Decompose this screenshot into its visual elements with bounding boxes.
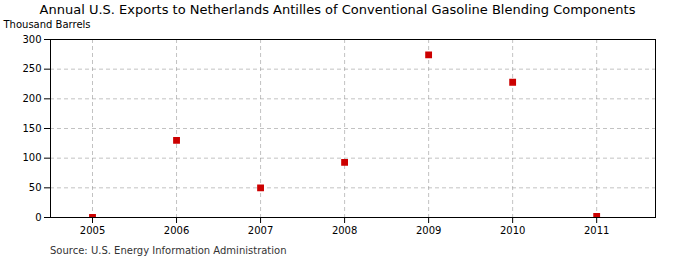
svg-text:300: 300 — [22, 34, 41, 45]
svg-text:2007: 2007 — [248, 225, 273, 236]
svg-text:2011: 2011 — [584, 225, 609, 236]
svg-text:2008: 2008 — [332, 225, 357, 236]
svg-text:250: 250 — [22, 63, 41, 74]
svg-text:2005: 2005 — [80, 225, 105, 236]
svg-text:0: 0 — [35, 212, 41, 223]
svg-text:200: 200 — [22, 93, 41, 104]
svg-text:100: 100 — [22, 152, 41, 163]
html-text:Annual U.S. Exports to Netherl: Annual U.S. Exports to Netherlands Antil… — [39, 2, 636, 17]
svg-text:150: 150 — [22, 123, 41, 134]
svg-text:50: 50 — [29, 182, 42, 193]
svg-text:2010: 2010 — [500, 225, 525, 236]
svg-text:2009: 2009 — [416, 225, 441, 236]
svg-text:Thousand Barrels: Thousand Barrels — [3, 19, 91, 30]
html-text:Source: U.S. Energy Informatio: Source: U.S. Energy Information Administ… — [50, 245, 287, 256]
svg-text:2006: 2006 — [164, 225, 189, 236]
